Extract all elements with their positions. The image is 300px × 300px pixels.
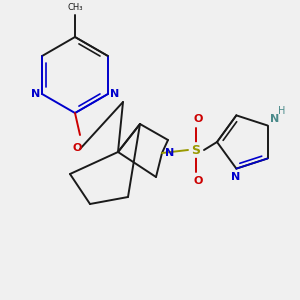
Text: N: N	[110, 89, 119, 99]
Text: N: N	[231, 172, 240, 182]
Text: S: S	[191, 143, 200, 157]
Text: N: N	[270, 113, 279, 124]
Text: O: O	[193, 114, 203, 124]
Text: N: N	[165, 148, 174, 158]
Text: H: H	[278, 106, 285, 116]
Text: O: O	[193, 176, 203, 186]
Text: CH₃: CH₃	[67, 3, 83, 12]
Text: O: O	[72, 143, 82, 153]
Text: N: N	[31, 89, 40, 99]
